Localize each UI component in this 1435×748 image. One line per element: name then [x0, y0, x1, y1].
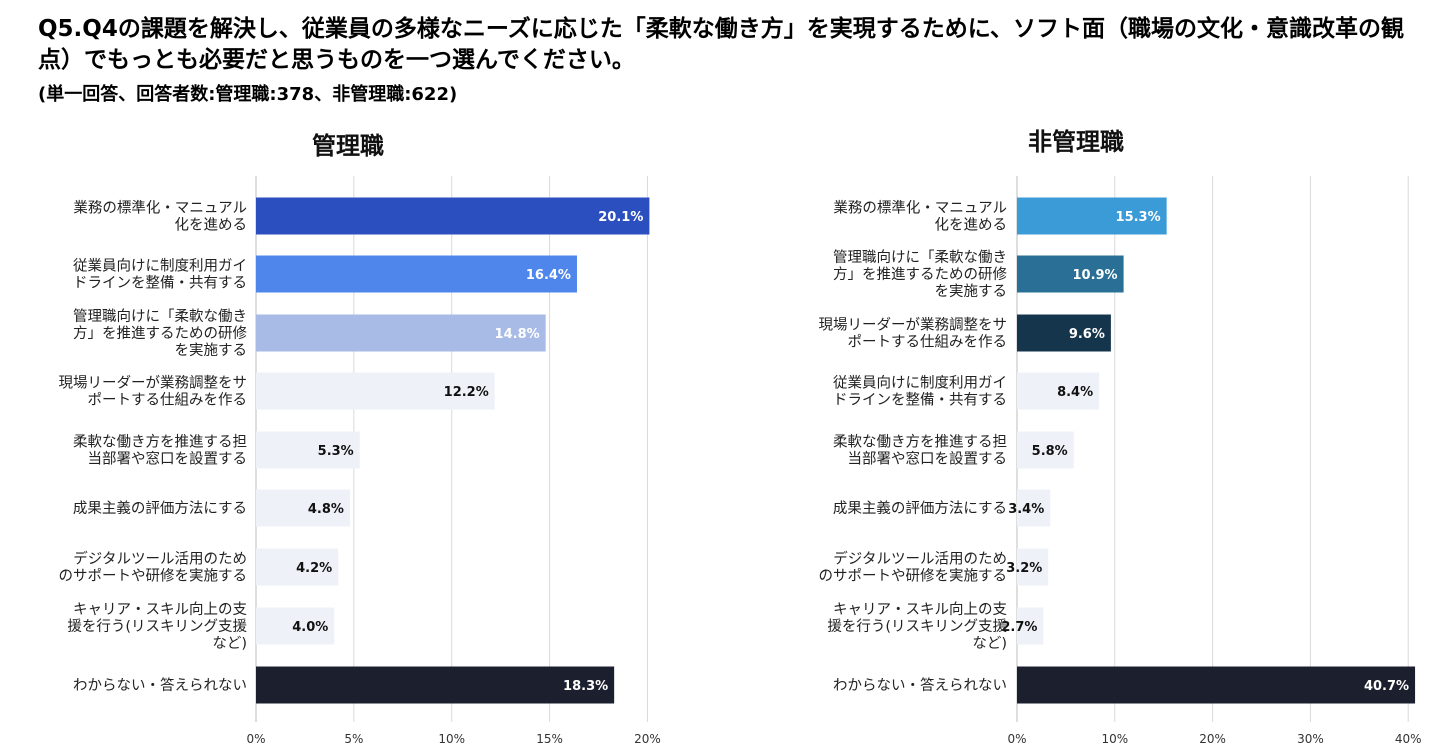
- category-label: 現場リーダーが業務調整をサポートする仕組みを作る: [819, 317, 1008, 351]
- bar: [256, 431, 360, 469]
- x-tick-label: 20%: [634, 732, 661, 746]
- data-label: 4.0%: [292, 620, 328, 635]
- bar: [1017, 372, 1100, 410]
- data-label: 4.8%: [308, 502, 344, 517]
- chart-title-managers: 管理職: [312, 132, 384, 160]
- category-label: 業務の標準化・マニュアル化を進める: [833, 200, 1007, 234]
- data-label: 5.3%: [318, 444, 354, 459]
- x-tick-label: 0%: [246, 732, 265, 746]
- x-tick-label: 5%: [344, 732, 363, 746]
- data-label: 10.9%: [1072, 268, 1117, 283]
- bar: [1017, 255, 1124, 293]
- x-tick-label: 10%: [1101, 732, 1128, 746]
- category-label: 柔軟な働き方を推進する担当部署や窓口を設置する: [73, 434, 247, 468]
- data-label: 15.3%: [1116, 210, 1161, 225]
- category-label: 業務の標準化・マニュアル化を進める: [73, 200, 247, 234]
- bar: [1017, 666, 1416, 704]
- bar: [256, 372, 495, 410]
- data-label: 3.2%: [1006, 561, 1042, 576]
- data-label: 12.2%: [444, 385, 489, 400]
- x-tick-label: 15%: [536, 732, 563, 746]
- x-tick-label: 10%: [438, 732, 465, 746]
- bar: [256, 314, 546, 352]
- bar: [1017, 197, 1167, 235]
- category-label: キャリア・スキル向上の支援を行う(リスキリング支援など): [67, 601, 247, 652]
- chart-title-non-managers: 非管理職: [1028, 128, 1124, 156]
- bar: [256, 197, 650, 235]
- category-label: 従業員向けに制度利用ガイドラインを整備・共有する: [833, 375, 1007, 409]
- category-label: 管理職向けに「柔軟な働き方」を推進するための研修を実施する: [833, 249, 1007, 300]
- data-label: 16.4%: [526, 268, 571, 283]
- question-title: Q5.Q4の課題を解決し、従業員の多様なニーズに応じた「柔軟な働き方」を実現する…: [38, 16, 1405, 73]
- data-label: 4.2%: [296, 561, 332, 576]
- x-tick-label: 30%: [1297, 732, 1324, 746]
- category-label: 従業員向けに制度利用ガイドラインを整備・共有する: [73, 258, 247, 292]
- data-label: 2.7%: [1001, 620, 1037, 635]
- data-label: 14.8%: [495, 327, 540, 342]
- bar: [256, 548, 339, 586]
- data-label: 40.7%: [1364, 679, 1409, 694]
- data-label: 8.4%: [1057, 385, 1093, 400]
- data-label: 18.3%: [563, 679, 608, 694]
- x-tick-label: 40%: [1395, 732, 1422, 746]
- data-label: 20.1%: [598, 210, 643, 225]
- bar: [1017, 548, 1049, 586]
- category-label: 現場リーダーが業務調整をサポートする仕組みを作る: [59, 375, 248, 409]
- bar: [1017, 431, 1074, 469]
- data-label: 5.8%: [1032, 444, 1068, 459]
- category-label: 柔軟な働き方を推進する担当部署や窓口を設置する: [833, 434, 1007, 468]
- data-label: 9.6%: [1069, 327, 1105, 342]
- bar: [1017, 607, 1044, 645]
- category-label: デジタルツール活用のためのサポートや研修を実施する: [59, 550, 248, 585]
- x-tick-label: 20%: [1199, 732, 1226, 746]
- bar: [256, 666, 615, 704]
- category-label: 成果主義の評価方法にする: [833, 500, 1007, 517]
- category-label: 成果主義の評価方法にする: [73, 500, 247, 517]
- category-label: わからない・答えられない: [833, 677, 1007, 694]
- category-label: わからない・答えられない: [73, 677, 247, 694]
- bar: [256, 489, 350, 527]
- category-label: キャリア・スキル向上の支援を行う(リスキリング支援など): [827, 601, 1007, 652]
- category-label: デジタルツール活用のためのサポートや研修を実施する: [819, 550, 1008, 585]
- data-label: 3.4%: [1008, 502, 1044, 517]
- bar: [256, 255, 577, 293]
- x-tick-label: 0%: [1007, 732, 1026, 746]
- bar: [256, 607, 335, 645]
- question-note: (単一回答、回答者数:管理職:378、非管理職:622): [38, 84, 458, 105]
- bar: [1017, 314, 1111, 352]
- category-label: 管理職向けに「柔軟な働き方」を推進するための研修を実施する: [73, 308, 247, 359]
- bar: [1017, 489, 1051, 527]
